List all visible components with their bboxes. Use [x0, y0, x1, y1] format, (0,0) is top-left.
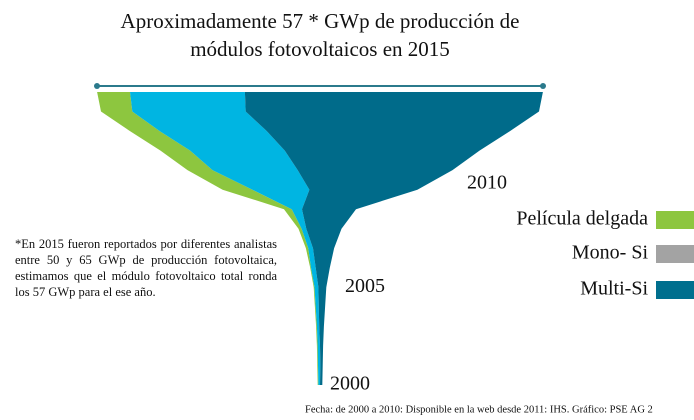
legend-swatch: [656, 281, 694, 299]
year-label: 2005: [345, 275, 385, 297]
stream-band: [130, 92, 321, 385]
year-label: 2010: [467, 171, 507, 193]
source: Fecha: de 2000 a 2010: Disponible en la …: [305, 404, 653, 415]
legend-label: Multi-Si: [580, 278, 648, 300]
legend-swatch: [656, 245, 694, 263]
legend-label: Mono- Si: [572, 242, 649, 264]
chart-title: Aproximadamente 57 * GWp de producción d…: [121, 9, 520, 33]
year-label: 2000: [330, 373, 370, 395]
divider-dot: [94, 83, 100, 89]
stream-band: [244, 92, 543, 385]
chart-title: módulos fotovoltaicos en 2015: [190, 37, 450, 61]
divider-dot: [540, 83, 546, 89]
legend-swatch: [656, 211, 694, 229]
legend-label: Película delgada: [516, 208, 648, 230]
stream-band: [97, 92, 319, 385]
note: *En 2015 fueron reportados por diferente…: [15, 237, 277, 299]
